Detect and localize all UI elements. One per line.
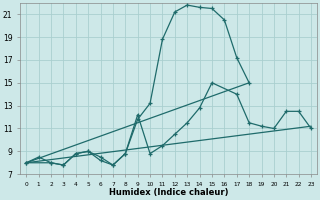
X-axis label: Humidex (Indice chaleur): Humidex (Indice chaleur): [109, 188, 228, 197]
